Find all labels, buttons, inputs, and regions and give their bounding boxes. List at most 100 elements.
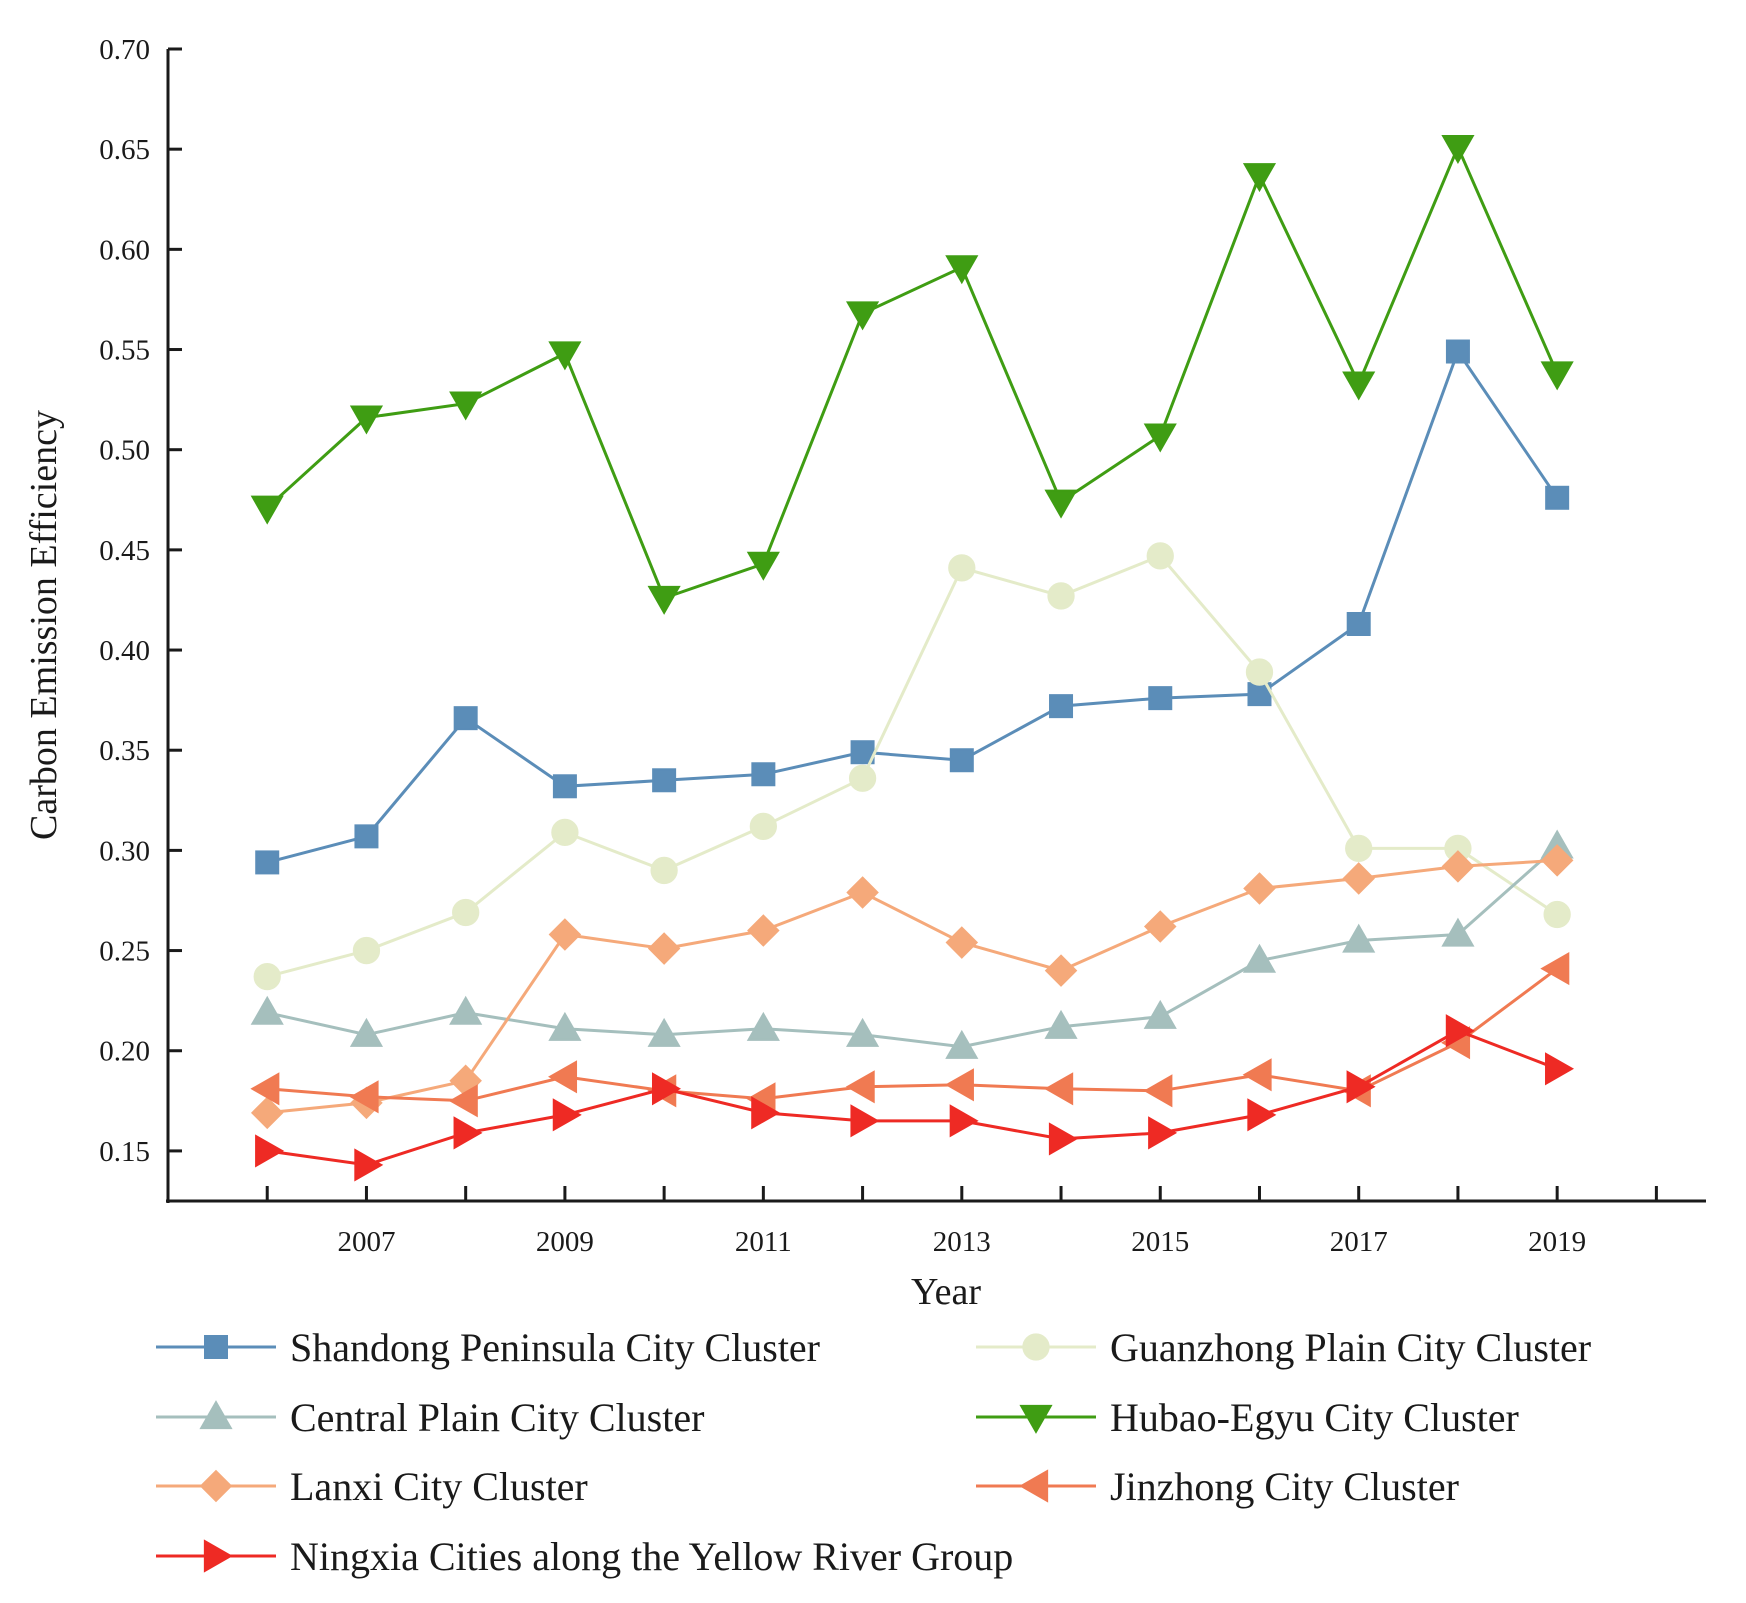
legend-label: Jinzhong City Cluster: [1110, 1464, 1459, 1509]
data-point: [1441, 850, 1475, 883]
data-point: [1044, 1072, 1074, 1106]
data-point: [944, 1068, 974, 1102]
series-line: [267, 967, 1559, 1103]
data-point: [650, 856, 678, 885]
data-point: [1044, 1009, 1078, 1039]
data-point: [552, 1098, 582, 1132]
y-tick-label: 0.65: [99, 134, 150, 166]
data-point: [1242, 1058, 1272, 1092]
y-tick-label: 0.40: [99, 635, 150, 667]
data-point: [1044, 489, 1078, 519]
series-line: [266, 348, 1559, 864]
x-axis-title: Year: [911, 1271, 981, 1313]
data-point: [1346, 611, 1371, 636]
data-point: [1545, 1052, 1575, 1086]
data-point: [1540, 952, 1570, 986]
data-point: [647, 585, 681, 615]
data-point: [1245, 658, 1274, 686]
y-tick-label: 0.70: [99, 34, 150, 66]
y-tick-label: 0.45: [99, 535, 150, 567]
series-line: [266, 845, 1559, 1049]
data-point: [1345, 834, 1373, 863]
data-point: [255, 850, 280, 875]
data-point: [352, 936, 381, 965]
data-point: [1540, 361, 1574, 391]
legend-label: Ningxia Cities along the Yellow River Gr…: [290, 1534, 1013, 1579]
data-point: [1346, 1070, 1376, 1104]
data-point: [1148, 686, 1173, 711]
data-point: [448, 1084, 478, 1118]
legend-label: Lanxi City Cluster: [290, 1464, 588, 1509]
data-point: [548, 1011, 582, 1041]
data-point: [548, 918, 582, 951]
data-point: [1243, 872, 1276, 905]
x-tick-label: 2017: [1330, 1226, 1388, 1258]
data-point: [250, 495, 284, 525]
legend-marker: [1019, 1469, 1049, 1503]
data-point: [1143, 423, 1177, 453]
series-6: [250, 952, 1570, 1118]
data-point: [1143, 1074, 1173, 1108]
legend-marker: [1022, 1333, 1050, 1361]
data-point: [1545, 485, 1570, 510]
data-point: [250, 995, 284, 1025]
series-7: [255, 1014, 1575, 1182]
data-point: [1047, 582, 1075, 610]
legend-item: Lanxi City Cluster: [156, 1464, 588, 1509]
data-point: [846, 1017, 880, 1047]
series-line: [266, 1029, 1558, 1167]
data-point: [449, 391, 483, 421]
data-point: [551, 818, 579, 847]
data-point: [1342, 923, 1376, 953]
data-point: [552, 774, 577, 799]
x-tick-label: 2019: [1528, 1226, 1586, 1258]
data-point: [354, 824, 379, 849]
data-point: [255, 1134, 285, 1168]
data-point: [354, 1148, 384, 1182]
data-point: [945, 1029, 979, 1059]
legend-marker: [1019, 1404, 1053, 1434]
x-tick-label: 2013: [933, 1226, 991, 1258]
data-point: [1049, 694, 1074, 719]
data-point: [747, 914, 780, 947]
data-point: [1044, 954, 1078, 987]
data-point: [1441, 135, 1475, 165]
y-tick-label: 0.60: [99, 234, 150, 266]
legend: Shandong Peninsula City Cluster Guanzhong…: [156, 1325, 1591, 1579]
x-tick-label: 2011: [735, 1226, 792, 1258]
series-line: [267, 858, 1558, 1115]
data-point: [845, 1070, 875, 1104]
data-point: [1540, 844, 1574, 877]
y-tick-label: 0.55: [99, 335, 150, 367]
data-point: [647, 932, 681, 965]
data-point: [1247, 1098, 1277, 1132]
data-point: [652, 768, 677, 793]
legend-label: Shandong Peninsula City Cluster: [290, 1325, 820, 1370]
y-tick-label: 0.35: [99, 735, 150, 767]
data-point: [1342, 862, 1375, 895]
data-point: [349, 1017, 384, 1047]
legend-item: Jinzhong City Cluster: [976, 1464, 1459, 1509]
y-tick-label: 0.25: [99, 936, 150, 968]
series-line: [266, 143, 1559, 600]
data-point: [1146, 542, 1174, 570]
data-point: [945, 926, 979, 959]
data-point: [453, 1116, 483, 1150]
x-tick-label: 2015: [1131, 1226, 1189, 1258]
y-tick-label: 0.15: [99, 1136, 150, 1168]
y-axis-title: Carbon Emission Efficiency: [23, 410, 65, 840]
data-point: [1445, 339, 1470, 364]
x-ticks: 2007 2009 2011 2013 2015 2017 2019: [265, 1186, 1658, 1258]
data-point: [1445, 1014, 1475, 1048]
axes: 0.15 0.20 0.25 0.30 0.35 0.40 0.45 0.50 0.55 0.60…: [23, 34, 1706, 1313]
data-point: [746, 1011, 780, 1041]
data-point: [751, 1096, 781, 1130]
legend-item: Guanzhong Plain City Cluster: [976, 1325, 1591, 1370]
data-point: [850, 1104, 880, 1138]
data-point: [846, 301, 880, 331]
legend-item: Hubao-Egyu City Cluster: [976, 1395, 1519, 1440]
x-tick-label: 2009: [536, 1226, 594, 1258]
data-point: [449, 995, 483, 1025]
data-point: [1048, 1122, 1078, 1156]
